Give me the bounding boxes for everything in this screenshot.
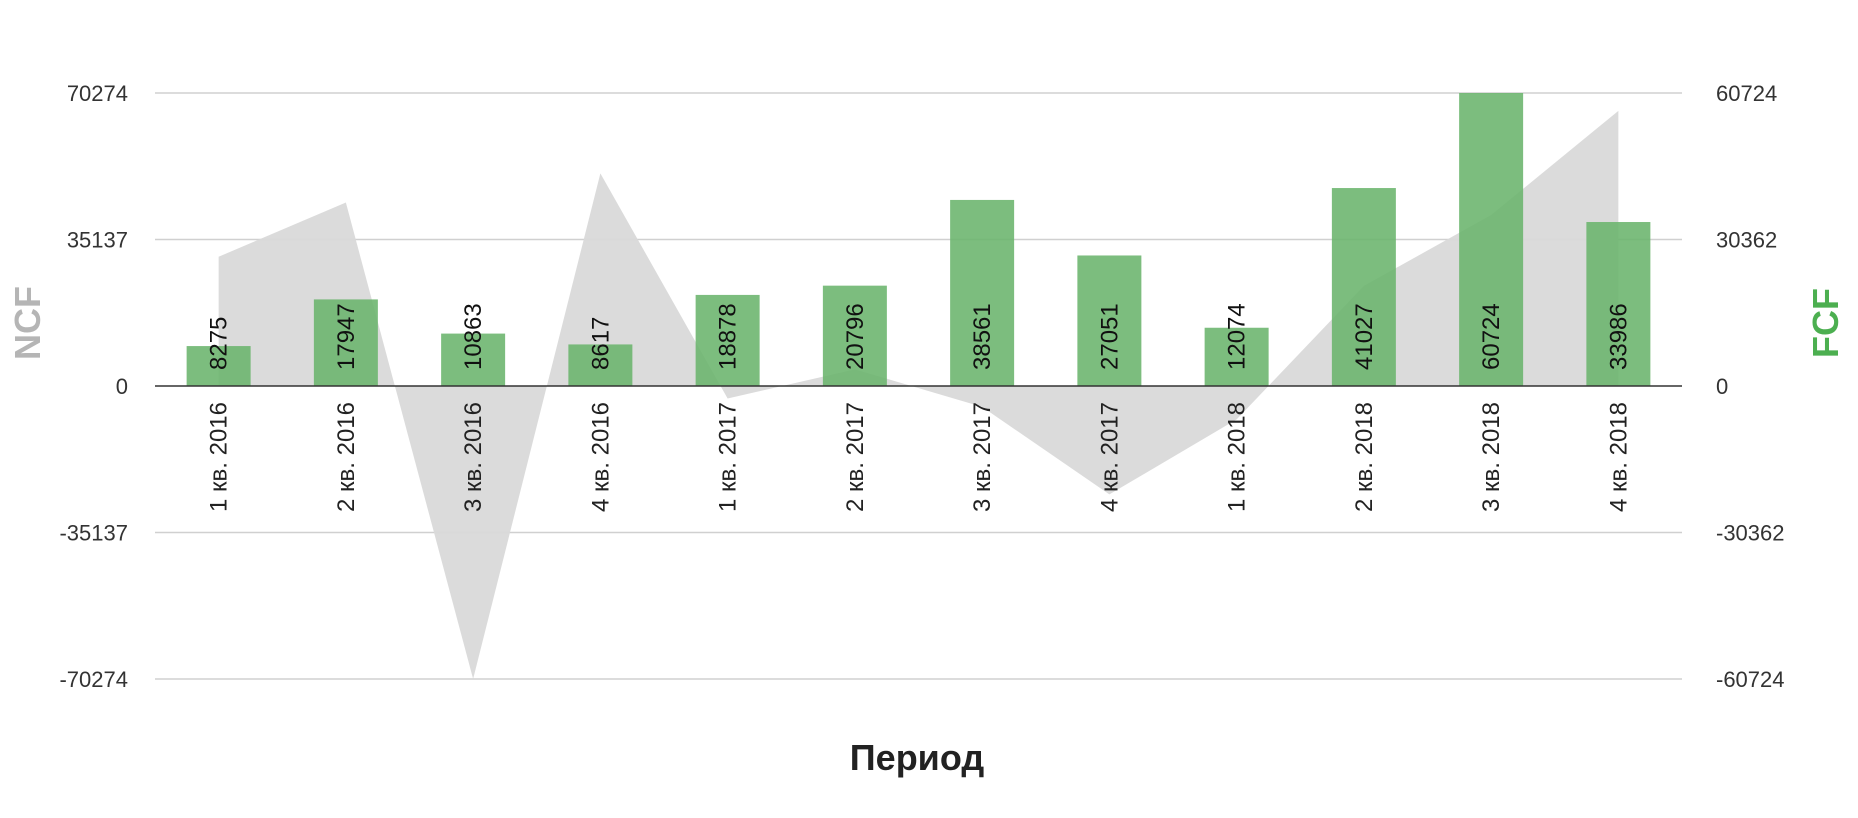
ncf-area <box>218 110 1619 679</box>
bar-value-label: 60724 <box>1478 303 1505 370</box>
bar-value-label: 20796 <box>842 303 869 370</box>
left-tick-label: -70274 <box>59 667 128 692</box>
left-tick-label: -35137 <box>59 521 128 546</box>
category-label: 1 кв. 2016 <box>206 402 233 512</box>
category-label: 4 кв. 2017 <box>1096 402 1123 512</box>
right-tick-label: -30362 <box>1716 521 1785 546</box>
category-label: 3 кв. 2018 <box>1478 402 1505 512</box>
fcf-bar <box>695 294 760 386</box>
bar-value-label: 38561 <box>969 303 996 370</box>
category-label: 2 кв. 2017 <box>842 402 869 512</box>
category-label: 1 кв. 2017 <box>715 402 742 512</box>
category-label: 3 кв. 2016 <box>460 402 487 512</box>
bar-value-label: 8617 <box>587 317 614 370</box>
right-axis-title: FCF <box>1805 288 1846 358</box>
category-label: 2 кв. 2016 <box>333 402 360 512</box>
left-tick-label: 35137 <box>67 228 128 253</box>
fcf-bar <box>1459 93 1524 386</box>
category-label: 4 кв. 2016 <box>587 402 614 512</box>
right-axis-ticks: 60724 30362 0 -30362 -60724 <box>1716 81 1785 692</box>
fcf-bar <box>1586 222 1651 386</box>
left-axis-ticks: 70274 35137 0 -35137 -70274 <box>59 81 128 692</box>
fcf-bar <box>1077 255 1142 386</box>
fcf-bar <box>441 333 506 386</box>
bar-value-label: 27051 <box>1096 303 1123 370</box>
fcf-bar <box>568 344 633 386</box>
bar-value-labels: 8275 17947 10863 8617 18878 20796 38561 27051 12… <box>206 303 1633 370</box>
category-label: 4 кв. 2018 <box>1605 402 1632 512</box>
bar-value-label: 18878 <box>715 303 742 370</box>
fcf-bar-layer <box>186 93 1651 386</box>
fcf-bar <box>1204 327 1269 386</box>
left-tick-label: 0 <box>116 374 128 399</box>
bar-value-label: 41027 <box>1351 303 1378 370</box>
fcf-bar <box>186 346 251 386</box>
fcf-bar <box>1331 188 1396 386</box>
right-tick-label: -60724 <box>1716 667 1785 692</box>
right-tick-label: 0 <box>1716 374 1728 399</box>
bar-value-label: 12074 <box>1224 303 1251 370</box>
grid-lines <box>155 92 1682 680</box>
bar-value-label: 17947 <box>333 303 360 370</box>
category-label: 2 кв. 2018 <box>1351 402 1378 512</box>
right-tick-label: 60724 <box>1716 81 1777 106</box>
bar-value-label: 8275 <box>206 317 233 370</box>
fcf-bar <box>313 299 378 386</box>
category-labels: 1 кв. 2016 2 кв. 2016 3 кв. 2016 4 кв. 2016… <box>206 402 1633 512</box>
left-tick-label: 70274 <box>67 81 128 106</box>
ncf-area-layer <box>218 110 1619 679</box>
category-label: 1 кв. 2018 <box>1224 402 1251 512</box>
category-label: 3 кв. 2017 <box>969 402 996 512</box>
bar-value-label: 10863 <box>460 303 487 370</box>
bar-value-label: 33986 <box>1605 303 1632 370</box>
left-axis-title: NCF <box>7 286 48 360</box>
x-axis-title: Период <box>850 737 985 778</box>
fcf-bar <box>822 285 887 386</box>
fcf-bar <box>950 199 1015 386</box>
right-tick-label: 30362 <box>1716 228 1777 253</box>
